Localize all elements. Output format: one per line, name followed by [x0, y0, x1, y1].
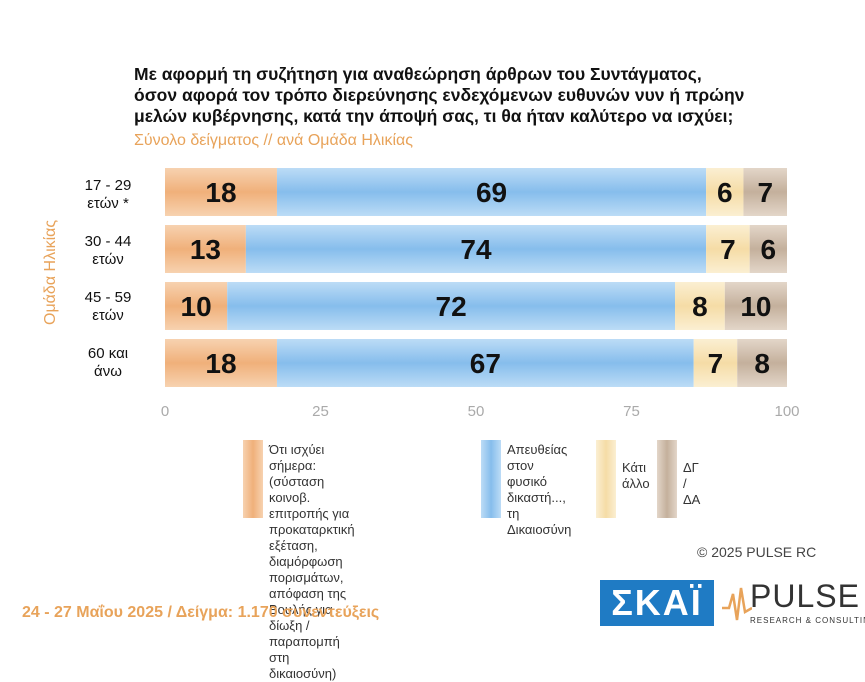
title-line-2: όσον αφορά τον τρόπο διερεύνησης ενδεχόμ… [134, 85, 745, 105]
title-line-3: μελών κυβέρνησης, κατά την άποψή σας, τι… [134, 106, 734, 126]
data-label: 7 [708, 348, 724, 379]
legend-swatch [243, 440, 263, 518]
survey-footer: 24 - 27 Μαΐου 2025 / Δείγμα: 1.170 συνεν… [22, 604, 380, 621]
data-label: 10 [181, 291, 212, 322]
bar-direct-judge [245, 225, 707, 273]
legend-label-line: στον φυσικό [507, 458, 548, 489]
legend-label: Ότι ισχύει σήμερα: (σύσταση κοινοβ. επιτ… [269, 442, 355, 682]
bar-dk-na [737, 339, 787, 387]
category-label-30-44: 30 - 44 ετών [60, 233, 156, 269]
category-label-line: άνω [94, 363, 122, 380]
bar-dk-na [743, 168, 787, 216]
data-label: 6 [761, 234, 777, 265]
bar-other [706, 168, 744, 216]
x-tick-label: 25 [312, 403, 329, 420]
legend: Ότι ισχύει σήμερα: (σύσταση κοινοβ. επιτ… [0, 440, 865, 681]
data-label: 18 [205, 177, 236, 208]
bar-direct-judge [227, 282, 676, 330]
legend-label-line: δικαστή..., [507, 490, 566, 505]
data-label: 8 [754, 348, 770, 379]
bar-other [693, 339, 738, 387]
bar-direct-judge [276, 168, 707, 216]
title-line-1: Με αφορμή τη συζήτηση για αναθεώρηση άρθ… [134, 64, 702, 84]
legend-label-line: απόφαση της Βουλής για δίωξη / [269, 586, 347, 633]
pulse-logo: PULSE RESEARCH & CONSULTING [722, 578, 865, 630]
legend-label-line: ΔΓ / [683, 460, 699, 491]
category-label-line: 60 και [87, 345, 129, 362]
data-label: 10 [740, 291, 771, 322]
x-tick-label: 0 [161, 403, 169, 420]
chart-title: Με αφορμή τη συζήτηση για αναθεώρηση άρθ… [134, 64, 774, 127]
legend-label-line: Κάτι [622, 460, 647, 475]
category-label-45-59: 45 - 59 ετών [60, 289, 156, 325]
category-label-line: 17 - 29 [84, 177, 132, 194]
legend-label-line: Απευθείας [507, 442, 568, 457]
legend-label: Απευθείας στον φυσικό δικαστή..., τη Δικ… [507, 442, 571, 538]
bar-current-system [165, 168, 277, 216]
data-label: 13 [190, 234, 221, 265]
legend-label: ΔΓ / ΔΑ [683, 460, 700, 508]
legend-label-line: επιτροπής για προκαταρκτική [269, 506, 355, 537]
data-label: 67 [470, 348, 501, 379]
data-label: 72 [436, 291, 467, 322]
data-label: 7 [720, 234, 736, 265]
data-label: 69 [476, 177, 507, 208]
legend-label-line: τη Δικαιοσύνη [507, 506, 572, 537]
legend-label-line: ΔΑ [683, 492, 701, 507]
legend-swatch [657, 440, 677, 518]
legend-swatch [596, 440, 616, 518]
category-label-line: ετών [92, 307, 124, 324]
bar-current-system [165, 282, 228, 330]
copyright-text: © 2025 PULSE RC [697, 544, 817, 560]
bar-direct-judge [276, 339, 694, 387]
category-label-line: 45 - 59 [84, 289, 132, 306]
pulse-logo-word: PULSE [750, 578, 860, 614]
skai-logo: ΣΚΑΪ [600, 580, 714, 626]
x-axis: 0 25 50 75 100 [161, 403, 800, 420]
pulse-logo-subtitle: RESEARCH & CONSULTING [750, 616, 865, 625]
legend-label-line: άλλο [622, 476, 650, 491]
category-label-line: ετών [92, 251, 124, 268]
x-tick-label: 75 [623, 403, 640, 420]
bar-other [706, 225, 750, 273]
bar-dk-na [749, 225, 787, 273]
data-label: 7 [757, 177, 773, 208]
data-label: 8 [692, 291, 708, 322]
chart-subtitle: Σύνολο δείγματος // ανά Ομάδα Ηλικίας [134, 132, 413, 149]
category-label-line: 30 - 44 [84, 233, 132, 250]
bar-current-system [165, 225, 246, 273]
bar-current-system [165, 339, 277, 387]
legend-swatch [481, 440, 501, 518]
x-tick-label: 50 [468, 403, 485, 420]
data-label: 18 [205, 348, 236, 379]
pulse-wave-icon [722, 587, 752, 621]
legend-label-line: Ότι ισχύει σήμερα: (σύσταση κοινοβ. [269, 442, 325, 505]
category-label-60-plus: 60 και άνω [60, 345, 156, 381]
data-label: 6 [717, 177, 733, 208]
bar-dk-na [724, 282, 787, 330]
data-label: 74 [460, 234, 492, 265]
x-tick-label: 100 [774, 403, 799, 420]
category-label-line: ετών * [87, 195, 129, 212]
bar-other [675, 282, 725, 330]
legend-label-line: παραπομπή στη δικαιοσύνη) [269, 634, 340, 681]
legend-label: Κάτι άλλο [622, 460, 650, 492]
category-label-17-29: 17 - 29 ετών * [60, 177, 156, 213]
legend-label-line: εξέταση, διαμόρφωση πορισμάτων, [269, 538, 344, 585]
